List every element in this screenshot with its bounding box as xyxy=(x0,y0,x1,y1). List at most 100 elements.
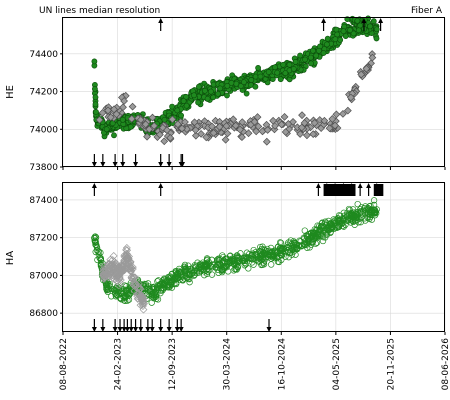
data-point xyxy=(200,268,208,275)
data-point xyxy=(346,214,354,221)
data-point-diamond xyxy=(139,297,147,306)
data-point-diamond xyxy=(178,124,186,133)
data-point xyxy=(368,211,376,218)
data-point-diamond xyxy=(253,113,262,121)
data-point xyxy=(312,230,319,237)
data-point xyxy=(337,37,344,43)
arrow-up-head xyxy=(315,183,321,188)
arrow-down-head xyxy=(158,162,164,167)
data-point-diamond xyxy=(298,111,306,120)
data-point xyxy=(286,61,293,68)
x-tick-label: 30-03-2024 xyxy=(223,338,233,391)
data-point xyxy=(337,217,344,224)
data-point xyxy=(290,243,297,251)
data-point-diamond xyxy=(106,262,114,271)
he-y-ticks: 73800 74000 74200 74400 xyxy=(29,50,63,173)
data-point-diamond xyxy=(231,121,240,130)
data-point xyxy=(370,197,378,204)
data-point xyxy=(277,76,284,83)
data-point xyxy=(355,27,362,34)
y-tick-label: 86800 xyxy=(29,309,58,319)
data-point xyxy=(368,216,376,223)
data-point xyxy=(352,209,360,216)
data-point xyxy=(203,261,210,268)
data-point xyxy=(120,293,127,300)
data-point xyxy=(257,73,264,80)
data-point xyxy=(323,41,330,48)
data-point-diamond xyxy=(103,269,111,278)
data-point xyxy=(248,259,256,266)
data-point xyxy=(128,287,135,294)
data-point xyxy=(248,77,255,83)
data-point-diamond xyxy=(285,125,294,133)
data-point-diamond xyxy=(368,53,377,62)
data-point-diamond xyxy=(222,122,231,130)
data-point-diamond xyxy=(112,110,121,119)
data-point-diamond xyxy=(119,261,128,270)
data-point xyxy=(187,271,194,278)
data-point-diamond xyxy=(246,120,255,129)
data-point xyxy=(120,289,127,296)
arrow-down-head xyxy=(91,162,97,167)
ha-y-label: HA xyxy=(5,251,16,266)
data-point xyxy=(217,85,224,92)
data-point-diamond xyxy=(136,301,145,310)
ha-points xyxy=(91,197,380,314)
ha-panel: 86800 87000 87200 87400 HA xyxy=(5,182,446,335)
arrow-down-head xyxy=(91,327,97,332)
data-point-diamond xyxy=(315,116,324,124)
data-point xyxy=(347,27,353,33)
he-panel: 73800 74000 74200 74400 HE xyxy=(5,15,446,173)
data-point-diamond xyxy=(111,269,120,278)
data-point xyxy=(183,94,189,100)
data-point xyxy=(180,98,187,104)
data-point-diamond xyxy=(202,133,211,142)
arrow-down-head xyxy=(145,327,151,332)
data-point xyxy=(320,50,327,56)
data-point xyxy=(258,246,265,253)
data-point xyxy=(96,254,103,262)
arrow-down-head xyxy=(133,327,139,332)
data-point xyxy=(369,207,376,214)
data-point xyxy=(333,224,340,232)
data-point xyxy=(255,65,261,71)
data-point xyxy=(275,258,283,266)
data-point xyxy=(248,252,255,259)
data-point xyxy=(301,227,308,234)
data-point-diamond xyxy=(211,116,220,125)
data-point xyxy=(285,254,292,261)
data-point xyxy=(181,265,188,272)
data-point xyxy=(307,234,314,241)
data-point xyxy=(365,210,372,218)
data-point-diamond xyxy=(116,279,125,288)
data-point xyxy=(181,261,189,269)
data-point-diamond xyxy=(104,106,112,115)
data-point xyxy=(241,262,248,269)
y-tick-label: 87000 xyxy=(29,271,58,281)
data-point xyxy=(272,64,278,71)
data-point-diamond xyxy=(309,130,318,139)
data-point xyxy=(192,264,199,271)
data-point xyxy=(185,275,192,283)
arrow-up-head xyxy=(158,183,164,188)
data-point-diamond xyxy=(98,109,107,117)
data-point-diamond xyxy=(103,270,111,279)
data-point-diamond xyxy=(166,133,175,142)
data-point-diamond xyxy=(281,128,290,136)
data-point-diamond xyxy=(131,280,140,289)
data-point xyxy=(215,91,221,97)
data-point xyxy=(367,23,373,30)
data-point-diamond xyxy=(357,70,366,79)
data-point-diamond xyxy=(100,271,109,280)
data-point-diamond xyxy=(289,117,297,126)
data-point xyxy=(224,92,230,99)
data-point-diamond xyxy=(223,129,232,138)
data-point-diamond xyxy=(320,116,329,125)
data-point xyxy=(260,259,267,266)
data-point xyxy=(111,132,117,139)
arrow-down-head xyxy=(149,327,155,332)
data-point xyxy=(151,285,158,292)
x-tick-label: 16-10-2024 xyxy=(277,338,287,391)
data-point-diamond xyxy=(191,131,200,140)
data-point xyxy=(325,227,333,234)
